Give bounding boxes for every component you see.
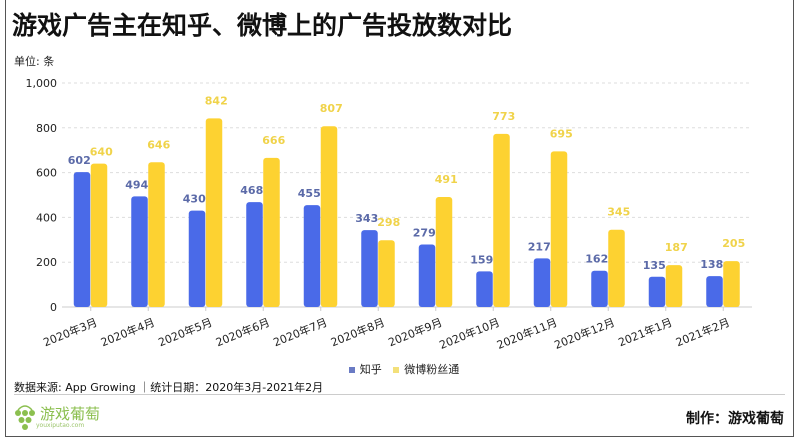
x-tick-label: 2020年11月 <box>495 315 560 352</box>
bar-zhihu <box>706 276 723 307</box>
data-label: 773 <box>492 110 515 123</box>
bar-weibo <box>263 157 280 307</box>
bar-weibo <box>665 265 683 307</box>
data-label: 666 <box>262 134 285 147</box>
bar-weibo <box>378 240 395 307</box>
bar-zhihu <box>188 210 206 307</box>
data-source: 数据来源: App Growing ｜统计日期：2020年3月-2021年2月 <box>14 381 324 394</box>
data-label: 842 <box>205 94 228 107</box>
y-tick-label: 0 <box>50 301 57 314</box>
logo: 游戏葡萄 youxiputao.com <box>14 402 100 432</box>
bar-weibo <box>550 151 568 307</box>
bar-zhihu <box>648 276 666 307</box>
x-tick-label: 2020年4月 <box>99 315 157 349</box>
x-tick-label: 2020年7月 <box>271 315 329 349</box>
legend-label-weibo: 微博粉丝通 <box>404 363 460 376</box>
data-label: 138 <box>700 258 723 271</box>
data-label: 468 <box>240 184 263 197</box>
bar-weibo <box>205 118 223 307</box>
data-label: 205 <box>722 237 745 250</box>
data-label: 695 <box>550 127 573 140</box>
x-tick-label: 2020年3月 <box>41 315 99 349</box>
divider <box>14 394 785 395</box>
bar-weibo <box>90 163 108 307</box>
y-tick-label: 800 <box>36 122 57 135</box>
data-label: 187 <box>665 241 688 254</box>
y-tick-label: 600 <box>36 167 57 180</box>
bar-zhihu <box>591 270 608 307</box>
data-label: 135 <box>643 259 666 272</box>
y-tick-label: 400 <box>36 211 57 224</box>
x-tick-label: 2020年6月 <box>214 315 272 349</box>
bar-zhihu <box>476 271 493 307</box>
x-tick-label: 2020年9月 <box>386 315 444 349</box>
legend: 知乎 微博粉丝通 <box>0 361 800 377</box>
y-tick-label: 1,000 <box>26 77 58 90</box>
bar-zhihu <box>131 196 148 307</box>
data-label: 602 <box>68 154 91 167</box>
data-label: 345 <box>607 206 630 219</box>
data-label: 217 <box>528 240 551 253</box>
bar-zhihu <box>533 258 551 307</box>
logo-text: 游戏葡萄 <box>40 404 101 423</box>
data-label: 491 <box>435 173 458 186</box>
bar-weibo <box>608 229 625 307</box>
data-label: 430 <box>183 193 206 206</box>
data-label: 162 <box>585 253 608 266</box>
data-label: 298 <box>377 216 400 229</box>
data-label: 159 <box>470 253 493 266</box>
bar-weibo <box>435 197 453 307</box>
data-label: 455 <box>298 187 321 200</box>
x-tick-label: 2020年8月 <box>329 315 387 349</box>
bar-zhihu <box>246 202 263 307</box>
bar-zhihu <box>361 230 378 307</box>
credit: 制作：游戏葡萄 <box>686 411 784 427</box>
bar-weibo <box>723 261 740 307</box>
legend-swatch-weibo <box>393 367 400 373</box>
data-label: 646 <box>147 138 170 151</box>
bar-zhihu <box>73 172 91 307</box>
bar-weibo <box>493 133 510 307</box>
bar-zhihu <box>418 244 436 307</box>
data-label: 494 <box>125 178 148 191</box>
bar-zhihu <box>303 205 321 307</box>
x-tick-label: 2020年12月 <box>552 315 617 352</box>
data-label: 279 <box>413 227 436 240</box>
y-tick-label: 200 <box>36 256 57 269</box>
data-label: 640 <box>90 146 113 159</box>
legend-swatch-zhihu <box>348 367 355 373</box>
page-title: 游戏广告主在知乎、微博上的广告投放数对比 <box>12 11 513 40</box>
unit-label: 单位: 条 <box>14 55 55 68</box>
grape-icon <box>15 405 35 430</box>
legend-label-zhihu: 知乎 <box>359 363 382 376</box>
logo-url: youxiputao.com <box>36 421 85 429</box>
bar-weibo <box>148 162 165 307</box>
bar-weibo <box>320 126 338 308</box>
data-label: 343 <box>355 212 378 225</box>
frame <box>5 0 794 437</box>
x-tick-label: 2020年5月 <box>156 315 214 349</box>
x-tick-label: 2021年2月 <box>674 315 732 349</box>
x-tick-label: 2021年1月 <box>616 315 674 349</box>
data-label: 807 <box>320 102 343 115</box>
x-tick-label: 2020年10月 <box>437 315 502 352</box>
